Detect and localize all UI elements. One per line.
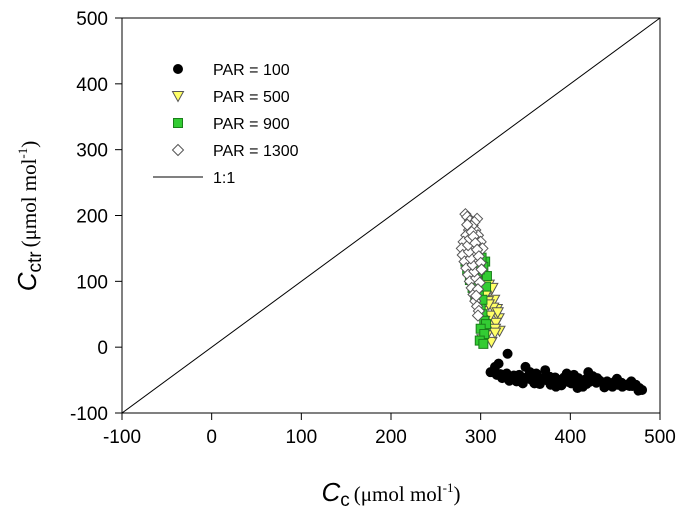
y-axis-ticks: -100 0 100 200 300 400 500: [70, 9, 122, 425]
x-tick-label: 200: [375, 427, 407, 448]
legend-item-par-1300: PAR = 1300: [171, 143, 299, 160]
data-point-par-1300: [475, 263, 488, 276]
one-to-one-line: [121, 17, 661, 414]
data-point-par-100: [624, 381, 635, 392]
data-point-par-100: [545, 379, 556, 390]
legend-swatch-par-900: [173, 118, 183, 128]
y-axis-units: (μmol mol: [17, 158, 41, 247]
legend-swatch-par-1300: [171, 143, 185, 157]
data-point-par-100: [581, 379, 592, 390]
legend-item-par-500: PAR = 500: [171, 89, 290, 106]
x-tick-label: 100: [285, 427, 317, 448]
series-par-1300: [455, 207, 489, 322]
data-point-par-1300: [471, 309, 485, 322]
x-axis-subscript: c: [340, 490, 350, 510]
y-axis-symbol: C: [12, 272, 42, 291]
x-axis-units-close: ): [453, 482, 460, 506]
data-point-par-100: [539, 374, 550, 385]
y-tick-label: 500: [76, 9, 108, 30]
data-point-par-100: [531, 368, 542, 379]
legend-label-one-to-one: 1:1: [213, 170, 235, 187]
series-par-100: [485, 348, 648, 396]
x-tick-label: 300: [465, 427, 497, 448]
x-axis-ticks: -100 0 100 200 300 400 500: [103, 413, 676, 448]
legend-label-par-100: PAR = 100: [213, 62, 290, 79]
data-point-par-100: [490, 361, 501, 372]
y-axis-units-exponent: -1: [15, 148, 30, 159]
x-axis-units-exponent: -1: [443, 480, 454, 495]
data-point-par-100: [550, 372, 561, 383]
legend-label-par-1300: PAR = 1300: [213, 143, 299, 160]
data-point-par-500: [491, 307, 505, 319]
data-point-par-100: [568, 369, 579, 380]
data-point-par-900: [478, 338, 489, 349]
data-layer: [121, 17, 661, 414]
y-tick-label: 200: [76, 207, 108, 228]
data-point-par-500: [489, 317, 503, 330]
x-tick-label: 400: [554, 427, 586, 448]
x-tick-label: -100: [103, 427, 141, 448]
data-point-par-100: [611, 373, 622, 384]
legend-item-par-100: PAR = 100: [173, 62, 290, 79]
legend: PAR = 100 PAR = 500 PAR = 900 PAR = 1300 1:1: [153, 62, 299, 187]
y-tick-label: 0: [97, 338, 108, 359]
data-point-par-100: [502, 348, 513, 359]
data-point-par-1300: [461, 218, 474, 231]
legend-label-par-500: PAR = 500: [213, 89, 290, 106]
data-point-par-100: [504, 375, 515, 386]
y-tick-label: 100: [76, 272, 108, 293]
legend-item-par-900: PAR = 900: [173, 116, 290, 133]
y-axis-units-close: ): [17, 141, 41, 148]
data-point-par-500: [488, 327, 502, 340]
legend-swatch-par-500: [171, 91, 185, 103]
data-point-par-100: [604, 380, 615, 391]
data-point-par-100: [633, 385, 644, 396]
y-axis-subscript: ctr: [25, 251, 46, 273]
data-point-par-1300: [469, 289, 483, 303]
legend-swatch-par-100: [173, 64, 183, 74]
y-tick-label: -100: [70, 404, 108, 425]
legend-item-one-to-one: 1:1: [153, 170, 235, 187]
legend-label-par-900: PAR = 900: [213, 116, 290, 133]
data-point-par-500: [485, 336, 498, 349]
x-axis-title: Cc (μmol mol-1): [322, 477, 461, 510]
x-axis-units: (μmol mol: [354, 482, 443, 506]
data-point-par-100: [563, 377, 574, 388]
y-axis-title: Cctr (μmol mol-1): [12, 141, 46, 292]
series-one-to-one: [121, 17, 661, 414]
x-tick-label: 0: [206, 427, 217, 448]
x-tick-label: 500: [644, 427, 676, 448]
y-tick-label: 400: [76, 75, 108, 96]
data-point-par-100: [514, 369, 525, 380]
data-point-par-100: [540, 365, 551, 376]
x-axis-symbol: C: [322, 477, 341, 507]
data-point-par-100: [592, 373, 603, 384]
data-point-par-100: [517, 378, 528, 389]
y-tick-label: 300: [76, 141, 108, 162]
